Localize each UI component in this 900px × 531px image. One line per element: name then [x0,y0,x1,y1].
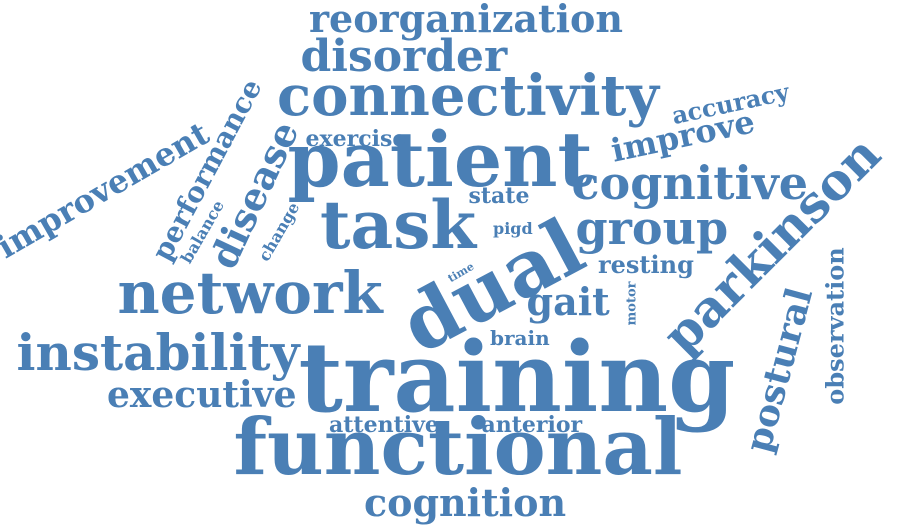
word-attentive: attentive [329,412,439,438]
word-training: training [298,321,736,434]
word-cognition: cognition [364,480,567,525]
word-network: network [117,259,383,327]
word-task: task [320,186,477,264]
word-connectivity: connectivity [277,63,659,129]
word-state: state [468,183,530,209]
word-resting: resting [598,250,694,279]
word-cognitive: cognitive [571,156,809,210]
word-pigd: pigd [493,219,533,238]
word-group: group [575,201,729,255]
word-gait: gait [526,279,610,324]
word-reorganization: reorganization [309,0,623,41]
word-disorder: disorder [300,31,508,82]
word-motor: motor [624,281,640,325]
word-instability: instability [16,323,300,382]
word-executive: executive [107,374,297,416]
word-postural: postural [737,283,822,457]
word-observation: observation [820,247,850,405]
word-patient: patient [287,115,593,204]
word-brain: brain [490,326,550,350]
word-functional: functional [233,402,683,493]
word-exercise: exercise [305,126,407,152]
word-anterior: anterior [481,412,583,438]
